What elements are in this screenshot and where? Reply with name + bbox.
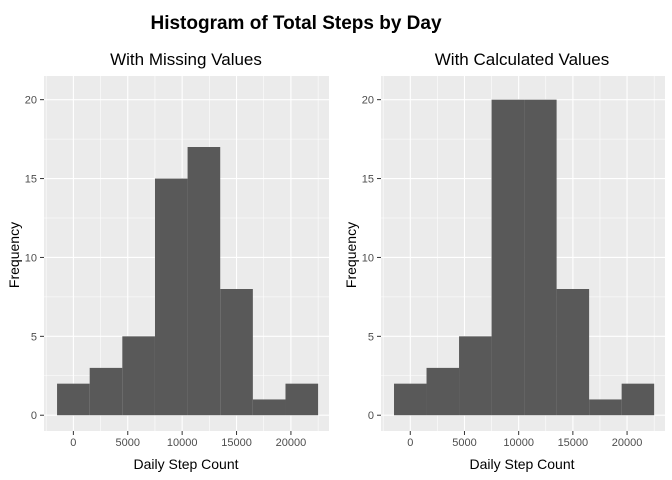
left-histogram-bar bbox=[57, 383, 90, 416]
left-x-tick-label: 10000 bbox=[167, 437, 198, 449]
left-y-tick-label: 5 bbox=[31, 331, 37, 343]
right-y-tick-label: 0 bbox=[368, 410, 374, 422]
left-y-axis-title: Frequency bbox=[6, 222, 22, 288]
left-y-tick-label: 15 bbox=[25, 174, 37, 186]
left-histogram-bar bbox=[285, 383, 319, 416]
right-histogram-bar bbox=[589, 399, 622, 416]
left-x-tick-label: 0 bbox=[70, 437, 76, 449]
right-histogram-bar bbox=[621, 383, 655, 416]
left-histogram-bar bbox=[154, 178, 188, 416]
right-y-tick-label: 20 bbox=[362, 95, 374, 107]
right-panel-title: With Calculated Values bbox=[435, 50, 610, 69]
right-x-tick-label: 0 bbox=[407, 437, 413, 449]
right-y-tick-label: 5 bbox=[368, 331, 374, 343]
left-plot-area: 0 5000 10000 15000 20000 0 5 10 15 20 bbox=[25, 76, 329, 449]
right-x-tick-label: 10000 bbox=[503, 437, 534, 449]
right-y-axis-title: Frequency bbox=[343, 222, 359, 288]
left-x-tick-label: 5000 bbox=[116, 437, 140, 449]
right-histogram-bar bbox=[394, 383, 427, 416]
right-y-tick-label: 15 bbox=[362, 174, 374, 186]
right-x-tick-label: 5000 bbox=[452, 437, 476, 449]
right-y-tick-label: 10 bbox=[362, 252, 374, 264]
left-y-tick-label: 10 bbox=[25, 252, 37, 264]
left-y-tick-label: 0 bbox=[31, 410, 37, 422]
left-x-axis-title: Daily Step Count bbox=[133, 456, 238, 472]
right-histogram-panel: With Calculated Values 0 5000 10000 15000 20… bbox=[343, 50, 665, 472]
right-histogram-bar bbox=[491, 99, 525, 416]
left-panel-title: With Missing Values bbox=[110, 50, 262, 69]
right-histogram-bar bbox=[426, 367, 460, 416]
left-x-tick-label: 20000 bbox=[276, 437, 307, 449]
right-plot-area: 0 5000 10000 15000 20000 0 5 10 15 20 bbox=[362, 76, 665, 449]
left-x-tick-label: 15000 bbox=[221, 437, 252, 449]
right-x-axis-title: Daily Step Count bbox=[469, 456, 574, 472]
left-histogram-panel: With Missing Values 0 5000 10000 15000 20000… bbox=[6, 50, 329, 472]
left-histogram-bar bbox=[252, 399, 286, 416]
right-x-tick-label: 15000 bbox=[558, 437, 589, 449]
left-histogram-bar bbox=[187, 147, 221, 416]
left-histogram-bar bbox=[220, 289, 253, 416]
right-histogram-bar bbox=[459, 336, 492, 416]
right-histogram-bar bbox=[524, 99, 557, 416]
right-histogram-bar bbox=[556, 289, 590, 416]
left-y-tick-label: 20 bbox=[25, 95, 37, 107]
left-histogram-bar bbox=[89, 367, 123, 416]
left-histogram-bar bbox=[122, 336, 155, 416]
right-x-tick-label: 20000 bbox=[612, 437, 643, 449]
figure-title: Histogram of Total Steps by Day bbox=[150, 13, 441, 34]
